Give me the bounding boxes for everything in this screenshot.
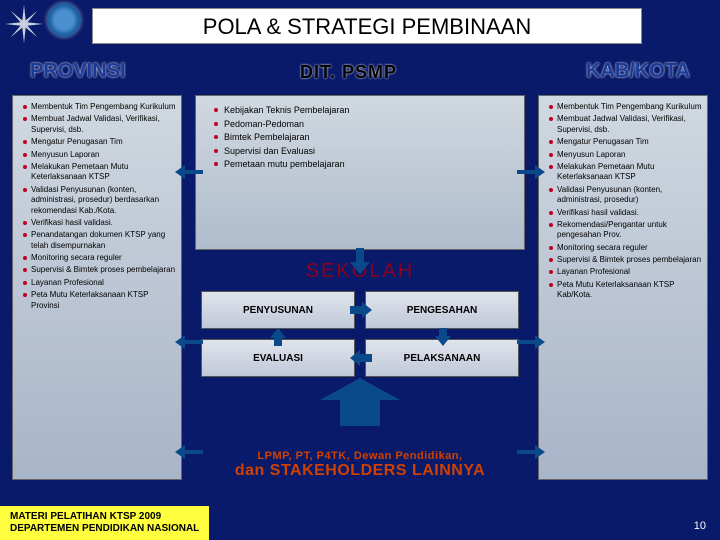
list-item: Monitoring secara reguler (549, 243, 703, 253)
kab-box: Membentuk Tim Pengembang Kurikulum Membua… (538, 95, 708, 480)
footer-line2: DEPARTEMEN PENDIDIKAN NASIONAL (10, 523, 199, 535)
list-item: Supervisi & Bimtek proses pembelajaran (549, 255, 703, 265)
arrow-stake-big (310, 378, 410, 428)
list-item: Kebijakan Teknis Pembelajaran (214, 104, 516, 118)
list-item: Penandatangan dokumen KTSP yang telah di… (23, 230, 177, 251)
header-kab: KAB/KOTA (586, 60, 690, 83)
list-item: Melakukan Pemetaan Mutu Keterlaksanaan K… (549, 162, 703, 183)
list-item: Rekomendasi/Pengantar untuk pengesahan P… (549, 220, 703, 241)
arrow-grid-up (270, 328, 286, 346)
list-item: Verifikasi hasil validasi. (549, 208, 703, 218)
list-item: Membentuk Tim Pengembang Kurikulum (23, 102, 177, 112)
list-item: Supervisi & Bimtek proses pembelajaran (23, 265, 177, 275)
arrow-dit-to-sekolah (346, 248, 374, 274)
list-item: Layanan Profesional (549, 267, 703, 277)
arrow-sek-to-kab (515, 325, 545, 355)
page-title: POLA & STRATEGI PEMBINAAN (92, 8, 642, 44)
stakeholders-block: LPMP, PT, P4TK, Dewan Pendidikan, dan ST… (195, 450, 525, 480)
cell-pengesahan: PENGESAHAN (365, 291, 519, 329)
list-item: Peta Mutu Keterlaksanaan KTSP Provinsi (23, 290, 177, 311)
footer-line1: MATERI PELATIHAN KTSP 2009 (10, 511, 199, 523)
list-item: Pedoman-Pedoman (214, 118, 516, 132)
list-item: Membentuk Tim Pengembang Kurikulum (549, 102, 703, 112)
list-item: Membuat Jadwal Validasi, Verifikasi, Sup… (549, 114, 703, 135)
dit-box: Kebijakan Teknis PembelajaranPedoman-Ped… (195, 95, 525, 250)
list-item: Layanan Profesional (23, 278, 177, 288)
arrow-grid-left (350, 350, 372, 366)
header-provinsi: PROVINSI (30, 60, 126, 83)
list-item: Verifikasi hasil validasi. (23, 218, 177, 228)
footer-credit: MATERI PELATIHAN KTSP 2009 DEPARTEMEN PE… (0, 506, 209, 540)
list-item: Supervisi dan Evaluasi (214, 145, 516, 159)
list-item: Peta Mutu Keterlaksanaan KTSP Kab/Kota. (549, 280, 703, 301)
stakeholders-line2: dan STAKEHOLDERS LAINNYA (195, 462, 525, 480)
page-number: 10 (694, 520, 706, 532)
arrow-dit-to-prov (175, 155, 205, 185)
list-item: Membuat Jadwal Validasi, Verifikasi, Sup… (23, 114, 177, 135)
list-item: Mengatur Penugasan Tim (549, 137, 703, 147)
list-item: Monitoring secara reguler (23, 253, 177, 263)
list-item: Melakukan Pemetaan Mutu Keterlaksanaan K… (23, 162, 177, 183)
list-item: Pemetaan mutu pembelajaran (214, 158, 516, 172)
header-dit: DIT. PSMP (300, 62, 397, 83)
arrow-grid-right (350, 302, 372, 318)
stakeholders-line1: LPMP, PT, P4TK, Dewan Pendidikan, (195, 450, 525, 462)
ministry-logo (47, 3, 81, 37)
list-item: Mengatur Penugasan Tim (23, 137, 177, 147)
list-item: Validasi Penyusunan (konten, administras… (23, 185, 177, 216)
list-item: Menyusun Laporan (549, 150, 703, 160)
arrow-dit-to-kab (515, 155, 545, 185)
list-item: Bimtek Pembelajaran (214, 131, 516, 145)
list-item: Validasi Penyusunan (konten, administras… (549, 185, 703, 206)
provinsi-box: Membentuk Tim Pengembang Kurikulum Membua… (12, 95, 182, 480)
star-burst-icon (5, 5, 43, 43)
list-item: Menyusun Laporan (23, 150, 177, 160)
arrow-sek-to-prov (175, 325, 205, 355)
cell-penyusunan: PENYUSUNAN (201, 291, 355, 329)
arrow-grid-down (435, 328, 451, 346)
center-column: Kebijakan Teknis PembelajaranPedoman-Ped… (195, 95, 525, 377)
